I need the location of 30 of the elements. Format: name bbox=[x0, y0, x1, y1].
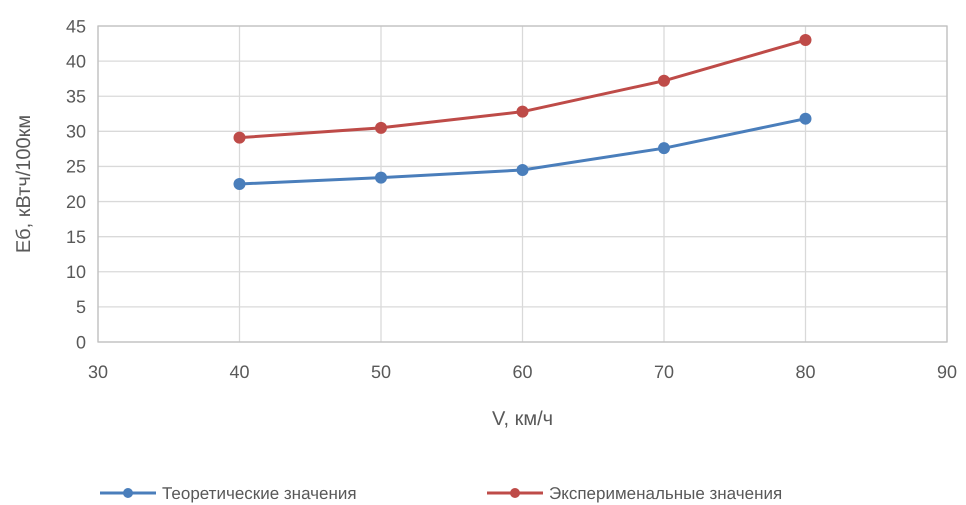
point bbox=[800, 112, 812, 125]
y-tick-label: 15 bbox=[66, 226, 86, 247]
y-tick-label: 30 bbox=[66, 122, 86, 142]
point bbox=[375, 122, 387, 134]
y-tick-label: 40 bbox=[66, 51, 86, 72]
point bbox=[800, 34, 812, 46]
y-tick-label: 0 bbox=[76, 332, 86, 352]
x-tick-label: 60 bbox=[512, 362, 533, 382]
point bbox=[516, 164, 528, 176]
y-tick-label: 45 bbox=[66, 16, 86, 36]
x-tick-label: 40 bbox=[229, 362, 250, 382]
y-tick-label: 10 bbox=[66, 262, 86, 282]
point bbox=[234, 132, 246, 144]
point bbox=[234, 178, 246, 190]
y-tick-label: 20 bbox=[66, 192, 86, 212]
x-tick-label: 70 bbox=[654, 362, 674, 382]
x-tick-label: 50 bbox=[370, 362, 392, 382]
y-tick-label: 5 bbox=[76, 297, 86, 318]
legend-label: Теоретические значения bbox=[162, 484, 357, 503]
x-tick-label: 90 bbox=[936, 362, 958, 382]
y-tick-label: 35 bbox=[66, 86, 86, 107]
y-tick-label: 25 bbox=[66, 156, 86, 177]
x-axis-title: V, км/ч bbox=[492, 408, 554, 430]
x-tick-label: 80 bbox=[795, 362, 816, 382]
point bbox=[375, 172, 387, 184]
point bbox=[658, 142, 670, 154]
y-axis-title: Еб, кВтч/100км bbox=[13, 114, 35, 254]
legend-label: Эксперименальные значения bbox=[549, 484, 782, 503]
point bbox=[516, 106, 528, 118]
point bbox=[658, 74, 670, 87]
